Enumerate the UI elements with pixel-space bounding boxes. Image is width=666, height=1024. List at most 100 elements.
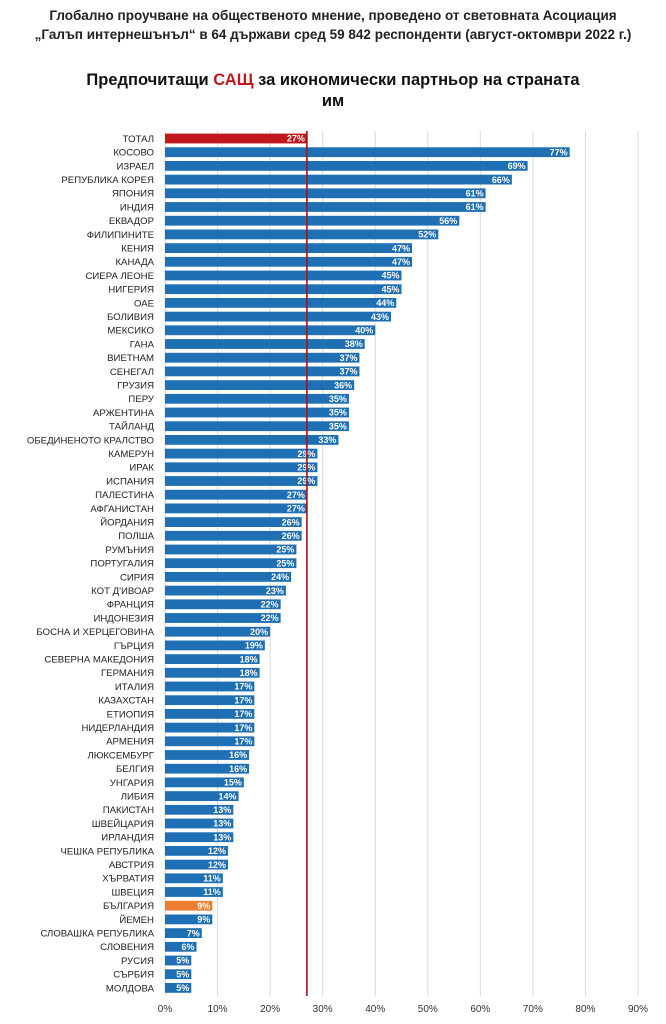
value-label: 61% <box>466 189 484 199</box>
category-label: ИТАЛИЯ <box>115 682 154 693</box>
x-tick-label: 40% <box>365 1004 385 1015</box>
x-tick-label: 80% <box>575 1004 595 1015</box>
bar <box>165 709 255 719</box>
bar <box>165 284 402 295</box>
category-label: ПЕРУ <box>128 394 154 405</box>
bar <box>165 202 486 212</box>
bar <box>165 421 349 432</box>
bar <box>165 407 349 418</box>
value-label: 24% <box>271 572 289 582</box>
category-label: ЙОРДАНИЯ <box>100 517 154 529</box>
category-label: БЕЛГИЯ <box>116 764 154 775</box>
value-label: 19% <box>245 641 263 651</box>
category-label: ГАНА <box>130 339 155 350</box>
value-label: 16% <box>229 750 247 760</box>
value-label: 17% <box>234 737 252 747</box>
category-label: БЪЛГАРИЯ <box>103 901 154 912</box>
bar <box>165 983 192 993</box>
bar <box>165 489 307 500</box>
value-label: 66% <box>492 175 510 185</box>
value-label: 14% <box>219 791 237 801</box>
category-label: ШВЕЙЦАРИЯ <box>92 818 154 830</box>
value-label: 12% <box>208 846 226 856</box>
category-label: АРМЕНИЯ <box>106 737 154 748</box>
category-label: ИРЛАНДИЯ <box>101 833 154 844</box>
value-label: 13% <box>213 832 231 842</box>
bar <box>165 572 292 582</box>
category-label: ЯПОНИЯ <box>112 189 154 200</box>
bar <box>165 393 349 404</box>
bar <box>165 804 234 815</box>
category-label: СИРИЯ <box>120 572 154 583</box>
category-label: ТОТАЛ <box>123 134 154 145</box>
value-label: 17% <box>234 695 252 705</box>
x-tick-label: 50% <box>418 1004 438 1015</box>
x-tick-label: 20% <box>260 1004 280 1015</box>
category-label: ИСПАНИЯ <box>106 476 154 487</box>
value-label: 13% <box>213 805 231 815</box>
category-label: ФРАНЦИЯ <box>107 600 154 611</box>
bar <box>165 777 244 788</box>
value-label: 45% <box>381 271 399 281</box>
bar <box>165 791 239 801</box>
bar <box>165 366 360 377</box>
category-label: ТАЙЛАНД <box>109 421 154 433</box>
value-label: 13% <box>213 819 231 829</box>
category-label: СЛОВЕНИЯ <box>100 942 154 953</box>
value-label: 20% <box>250 627 268 637</box>
value-label: 37% <box>339 367 357 377</box>
category-label: ХЪРВАТИЯ <box>102 874 154 885</box>
category-label: ПОРТУГАЛИЯ <box>90 559 154 570</box>
category-label: БОЛИВИЯ <box>107 312 154 323</box>
header-line-2: „Галъп интернешънъл“ в 64 държави сред 5… <box>34 27 632 42</box>
chart-title-line-2: им <box>321 92 345 110</box>
bar <box>165 599 281 610</box>
category-label: МОЛДОВА <box>106 983 155 994</box>
value-label: 18% <box>240 654 258 664</box>
category-label: РУСИЯ <box>121 956 154 967</box>
bar <box>165 270 402 281</box>
category-label: КОСОВО <box>113 148 154 159</box>
value-label: 11% <box>203 887 221 897</box>
bar <box>165 188 486 199</box>
value-label: 52% <box>418 230 436 240</box>
category-label: ЕКВАДОР <box>109 216 154 227</box>
category-label: КЕНИЯ <box>121 244 154 255</box>
bar <box>165 147 570 158</box>
category-label: ОАЕ <box>134 298 154 309</box>
value-label: 15% <box>224 778 242 788</box>
value-label: 35% <box>329 408 347 418</box>
category-label: ОБЕДИНЕНОТО КРАЛСТВО <box>27 435 154 446</box>
category-label: ПАКИСТАН <box>103 805 154 816</box>
category-label: ЙЕМЕН <box>119 914 154 926</box>
value-label: 26% <box>282 531 300 541</box>
bar <box>165 380 355 390</box>
value-label: 22% <box>261 613 279 623</box>
value-label: 77% <box>550 147 568 157</box>
category-label: ГРУЗИЯ <box>117 381 154 392</box>
bar <box>165 161 528 171</box>
bar <box>165 640 265 651</box>
bar <box>165 503 307 514</box>
value-label: 22% <box>261 600 279 610</box>
value-label: 11% <box>203 874 221 884</box>
category-label: АФГАНИСТАН <box>90 504 154 515</box>
category-label: СИЕРА ЛЕОНЕ <box>85 271 154 282</box>
value-label: 27% <box>287 490 305 500</box>
bar <box>165 517 302 527</box>
category-label: РУМЪНИЯ <box>105 545 154 556</box>
bar <box>165 832 234 843</box>
header-line-1: Глобално проучване на общественото мнени… <box>49 8 617 23</box>
bar <box>165 613 281 623</box>
bar <box>165 654 260 664</box>
x-tick-label: 70% <box>523 1004 543 1015</box>
bar <box>165 585 286 596</box>
bar <box>165 763 250 774</box>
category-label: УНГАРИЯ <box>110 778 154 789</box>
value-label: 43% <box>371 312 389 322</box>
bar <box>165 243 413 253</box>
bar <box>165 750 250 760</box>
value-label: 5% <box>176 956 189 966</box>
category-label: ИРАК <box>129 463 154 474</box>
bar <box>165 325 376 336</box>
